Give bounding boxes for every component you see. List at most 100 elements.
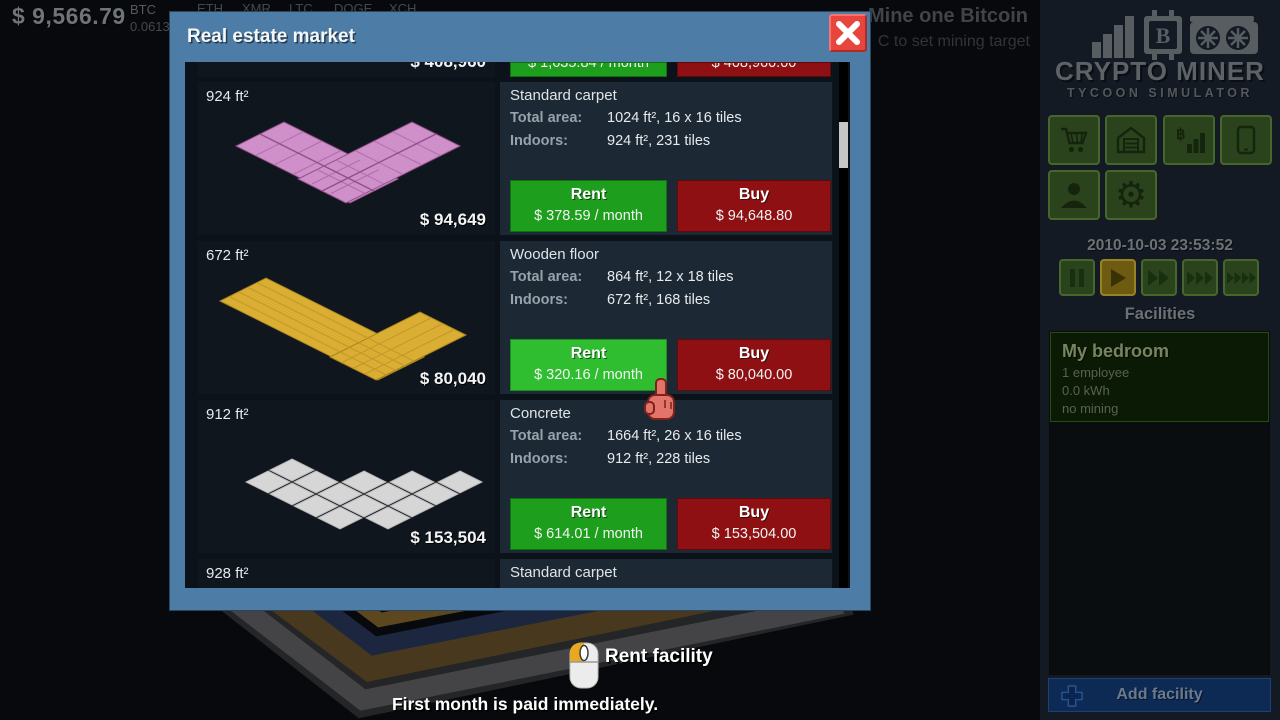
facility-power: 0.0 kWh — [1062, 383, 1110, 398]
total-area-value: 1664 ft², 26 x 16 tiles — [607, 428, 742, 444]
employees-button[interactable] — [1048, 170, 1100, 220]
floor-plan-thumbnail: 924 ft² $ 94,649 — [198, 82, 495, 235]
logo-title: CRYPTO MINER — [1055, 56, 1265, 86]
gear-icon: ⚙ — [1114, 174, 1148, 215]
listing-price: $ 153,504 — [410, 528, 486, 547]
tooltip-action-label: Rent facility — [605, 646, 713, 667]
dialog-title: Real estate market — [187, 26, 355, 47]
scrollbar-track[interactable] — [839, 62, 848, 588]
play-button[interactable] — [1100, 259, 1136, 296]
facilities-header: Facilities — [1124, 305, 1196, 323]
cash-balance: $ 9,566.79 — [12, 3, 126, 29]
garage-button[interactable] — [1105, 115, 1157, 165]
scrollbar-thumb[interactable] — [839, 122, 848, 168]
shop-button[interactable] — [1048, 115, 1100, 165]
listing-info: Wooden floor Total area: 864 ft², 12 x 18… — [500, 241, 832, 394]
garage-icon — [1116, 126, 1146, 154]
play-icon — [1111, 268, 1126, 287]
phone-button[interactable] — [1220, 115, 1272, 165]
mining-goal-title: Mine one Bitcoin — [868, 5, 1028, 27]
floor-type: Concrete — [510, 405, 571, 422]
buy-button[interactable]: Buy $ 94,648.80 — [677, 180, 831, 232]
svg-text:B: B — [1156, 23, 1171, 48]
indoors-value: 912 ft², 228 tiles — [607, 451, 711, 467]
plus-icon — [1061, 685, 1083, 707]
indoors-value: 924 ft², 231 tiles — [607, 133, 711, 149]
indoors-label: Indoors: — [510, 292, 568, 308]
market-stats-button[interactable]: ฿ — [1163, 115, 1215, 165]
fast-forward-4-icon — [1227, 271, 1256, 284]
pause-button[interactable] — [1059, 259, 1095, 296]
rent-button[interactable]: Rent $ 320.16 / month — [510, 339, 667, 391]
listing-card-partial-top: $ 408,960 $ 1,635.84 / month $ 408,960.0… — [185, 62, 850, 77]
buy-button[interactable]: $ 408,960.00 — [677, 62, 831, 77]
add-facility-label: Add facility — [1116, 686, 1203, 703]
buy-button[interactable]: Buy $ 80,040.00 — [677, 339, 831, 391]
pause-icon — [1070, 268, 1084, 287]
listing-info: Standard carpet — [500, 559, 832, 588]
total-area-label: Total area: — [510, 269, 583, 285]
speed-3x-button[interactable] — [1182, 259, 1218, 296]
fast-forward-3-icon — [1187, 270, 1213, 285]
rent-button[interactable]: Rent $ 378.59 / month — [510, 180, 667, 232]
mining-goal-subtitle: C to set mining target — [877, 33, 1030, 50]
concrete-floor-shape — [244, 458, 484, 530]
sidebar: B CRYPTO MINER TYCOON SIMULATOR ฿ — [1040, 0, 1280, 720]
listing-area: 924 ft² — [206, 88, 249, 105]
total-area-label: Total area: — [510, 428, 583, 444]
crypto-miner-logo-icon: B — [1092, 10, 1258, 60]
facilities-list: My bedroom 1 employee 0.0 kWh no mining — [1048, 330, 1271, 676]
total-area-label: Total area: — [510, 110, 583, 126]
mouse-icon — [569, 642, 599, 689]
floor-type: Standard carpet — [510, 564, 617, 581]
close-button[interactable] — [829, 14, 867, 52]
carpet-floor-shape — [234, 121, 462, 204]
total-area-value: 1024 ft², 16 x 16 tiles — [607, 110, 742, 126]
listing-card-partial-bottom: 928 ft² Standard carpet — [198, 559, 832, 588]
game-datetime: 2010-10-03 23:53:52 — [1087, 237, 1233, 254]
wooden-floor-shape — [218, 277, 468, 381]
facility-employees: 1 employee — [1062, 365, 1130, 380]
floor-type: Standard carpet — [510, 87, 617, 104]
hand-cursor-icon — [644, 378, 675, 420]
total-area-value: 864 ft², 12 x 18 tiles — [607, 269, 734, 285]
facility-item-bedroom[interactable]: My bedroom 1 employee 0.0 kWh no mining — [1050, 332, 1269, 422]
speed-2x-button[interactable] — [1141, 259, 1177, 296]
listing-area: 672 ft² — [206, 247, 249, 264]
speed-4x-button[interactable] — [1223, 259, 1259, 296]
listing-card: 912 ft² $ 153,504 — [198, 400, 832, 553]
real-estate-market-dialog: Real estate market $ 408,960 $ 1,635.84 … — [169, 11, 871, 611]
floor-type: Wooden floor — [510, 246, 599, 263]
floor-plan-thumbnail: 672 ft² $ 80,040 — [198, 241, 495, 394]
listing-area: 928 ft² — [206, 565, 249, 582]
fast-forward-2-icon — [1148, 269, 1169, 286]
btc-chart-icon: ฿ — [1176, 126, 1205, 153]
facility-mining: no mining — [1062, 401, 1119, 416]
phone-icon — [1236, 125, 1256, 155]
cart-icon — [1061, 127, 1088, 153]
btc-symbol: BTC — [130, 2, 156, 17]
indoors-label: Indoors: — [510, 133, 568, 149]
svg-text:฿: ฿ — [1176, 126, 1186, 143]
listing-price: $ 94,649 — [419, 210, 486, 229]
listing-card: 672 ft² $ 80,040 Wooden floor Total a — [198, 241, 832, 394]
indoors-label: Indoors: — [510, 451, 568, 467]
listing-price: $ 408,960 — [410, 62, 486, 72]
settings-button[interactable]: ⚙ — [1105, 170, 1157, 220]
floor-plan-thumbnail: 928 ft² — [198, 559, 495, 588]
listing-price: $ 80,040 — [419, 369, 486, 388]
buy-button[interactable]: Buy $ 153,504.00 — [677, 498, 831, 550]
rent-button[interactable]: Rent $ 614.01 / month — [510, 498, 667, 550]
ticker-btc[interactable]: BTC 0.0613 — [130, 2, 170, 34]
logo-subtitle: TYCOON SIMULATOR — [1066, 86, 1254, 100]
listing-area: 912 ft² — [206, 406, 249, 423]
facility-name: My bedroom — [1062, 341, 1170, 361]
listing-card: 924 ft² $ 94,649 — [198, 82, 832, 235]
listings-scroll-area: $ 408,960 $ 1,635.84 / month $ 408,960.0… — [185, 62, 850, 588]
tooltip-note: First month is paid immediately. — [391, 694, 659, 714]
listing-info: Standard carpet Total area: 1024 ft², 16 … — [500, 82, 832, 235]
indoors-value: 672 ft², 168 tiles — [607, 292, 711, 308]
rent-button[interactable]: $ 1,635.84 / month — [510, 62, 667, 77]
person-icon — [1061, 183, 1087, 208]
add-facility-button[interactable]: Add facility — [1048, 678, 1271, 712]
